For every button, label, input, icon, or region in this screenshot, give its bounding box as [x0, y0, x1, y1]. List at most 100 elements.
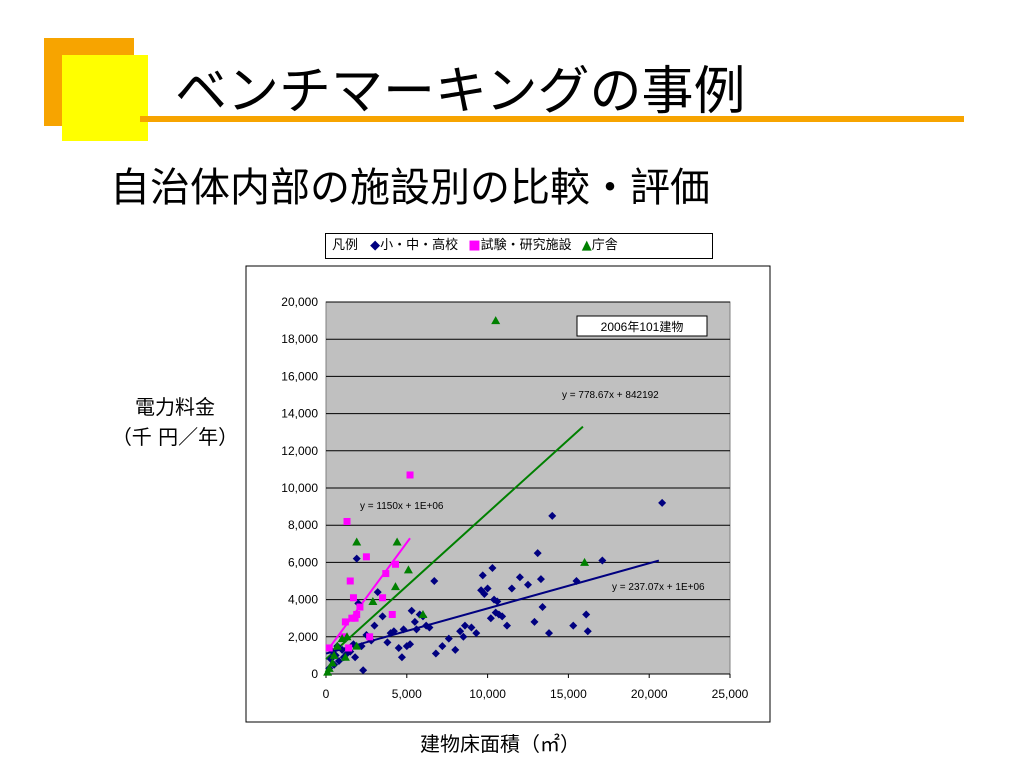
data-point-school: [430, 577, 439, 585]
data-point-research: [353, 610, 361, 618]
x-axis-label: 建物床面積（㎡）: [420, 732, 580, 756]
y-tick-label: 12,000: [281, 444, 318, 458]
data-point-research: [341, 618, 349, 626]
data-point-school: [524, 580, 532, 589]
y-tick-label: 2,000: [288, 630, 318, 644]
x-tick-label: 0: [323, 687, 330, 701]
data-point-office: [403, 565, 413, 574]
title-underline: [140, 116, 964, 122]
legend-office-label: 庁舎: [591, 238, 618, 253]
data-point-school: [397, 653, 406, 662]
data-point-school: [533, 549, 542, 558]
x-tick-label: 10,000: [469, 687, 506, 701]
y-tick-label: 10,000: [281, 481, 318, 495]
data-point-office: [327, 658, 337, 667]
data-point-research: [349, 594, 357, 602]
data-point-research: [351, 614, 359, 622]
data-point-school: [406, 640, 415, 649]
data-point-school: [467, 623, 476, 632]
data-point-research: [362, 553, 370, 561]
data-point-office: [342, 632, 352, 641]
data-point-office: [390, 582, 400, 591]
x-tick-label: 20,000: [631, 687, 668, 701]
data-point-research: [391, 560, 399, 568]
data-point-school: [480, 590, 489, 599]
data-point-school: [530, 617, 539, 626]
data-point-school: [412, 625, 421, 634]
data-point-office: [352, 641, 362, 650]
data-point-school: [456, 627, 465, 636]
data-point-school: [498, 612, 507, 621]
x-tick-label: 5,000: [392, 687, 422, 701]
data-point-school: [459, 632, 468, 641]
data-point-office: [418, 609, 428, 618]
data-point-school: [658, 498, 667, 507]
data-point-school: [460, 621, 469, 630]
data-point-school: [598, 556, 607, 565]
y-tick-label: 14,000: [281, 407, 318, 421]
data-point-research: [343, 517, 351, 525]
data-point-research: [382, 570, 390, 578]
data-point-research: [325, 644, 333, 652]
data-point-school: [493, 597, 502, 606]
x-tick-label: 15,000: [550, 687, 587, 701]
data-point-office: [368, 596, 378, 605]
data-point-research: [346, 577, 354, 585]
x-tick-label: 25,000: [712, 687, 749, 701]
y-axis-label: 電力料金 （千 円／年）: [100, 392, 250, 452]
data-point-school: [488, 563, 497, 572]
data-point-office: [491, 316, 501, 325]
annotation-text: 2006年101建物: [601, 320, 684, 334]
y-tick-label: 20,000: [281, 295, 318, 309]
data-point-school: [438, 642, 447, 651]
data-point-school: [373, 588, 382, 597]
data-point-school: [569, 621, 578, 630]
data-point-school: [431, 649, 440, 658]
trendline: [328, 537, 411, 649]
data-point-office: [332, 641, 342, 650]
data-point-school: [483, 584, 492, 593]
data-point-school: [378, 612, 387, 621]
data-point-school: [538, 603, 547, 612]
data-point-school: [389, 627, 398, 636]
data-point-research: [379, 594, 387, 602]
data-point-school: [370, 621, 379, 630]
legend-school-label: 小・中・高校: [380, 238, 459, 253]
data-point-school: [451, 645, 460, 654]
legend-prefix: 凡例: [332, 238, 359, 253]
data-point-office: [329, 650, 339, 659]
data-point-research: [340, 633, 348, 641]
data-point-school: [572, 577, 581, 585]
annotation-box: [576, 315, 708, 337]
data-point-school: [351, 653, 360, 662]
trendline-equation: y = 1150x + 1E+06: [360, 501, 444, 512]
data-point-school: [502, 621, 511, 630]
legend-school-marker: ◆: [370, 238, 381, 253]
trendline: [325, 425, 584, 660]
data-point-office: [352, 537, 362, 546]
data-point-research: [366, 633, 374, 641]
data-point-school: [507, 584, 516, 593]
title-accent-yellow-block: [62, 55, 148, 141]
data-point-office: [580, 557, 590, 566]
slide-title: ベンチマーキングの事例: [175, 62, 746, 122]
data-point-research: [388, 610, 396, 618]
data-point-school: [394, 643, 403, 652]
data-point-school: [472, 629, 481, 638]
data-point-school: [478, 571, 487, 580]
y-axis-label-line1: 電力料金: [135, 395, 215, 419]
data-point-research: [356, 603, 364, 611]
data-point-school: [334, 656, 343, 665]
y-tick-label: 6,000: [288, 555, 318, 569]
y-tick-label: 4,000: [288, 593, 318, 607]
trendline: [325, 559, 660, 655]
data-point-school: [410, 617, 419, 626]
data-point-school: [536, 575, 545, 584]
data-point-school: [399, 625, 408, 634]
legend-research-marker: ■: [468, 238, 481, 253]
trendline-equation: y = 778.67x + 842192: [562, 390, 659, 401]
y-tick-label: 18,000: [281, 332, 318, 346]
data-point-school: [583, 627, 592, 636]
y-tick-label: 0: [311, 667, 318, 681]
data-point-school: [444, 634, 453, 643]
